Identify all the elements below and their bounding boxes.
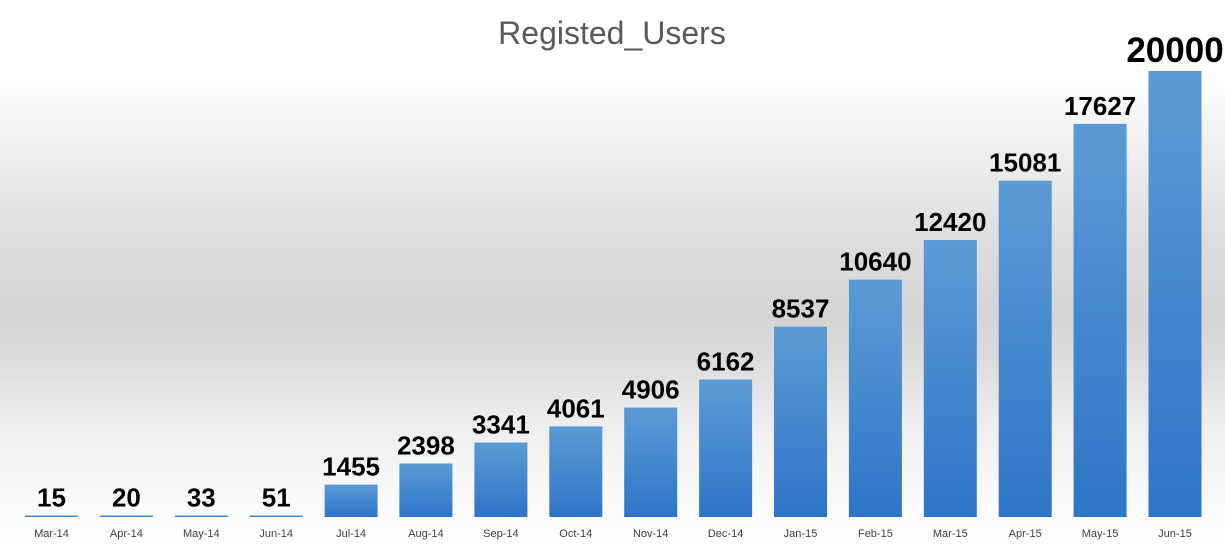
bar-jun-15 [1148, 71, 1202, 517]
data-label-jul-14: 1455 [322, 452, 380, 482]
x-tick-label-oct-14: Oct-14 [559, 528, 592, 540]
x-tick-label-jan-15: Jan-15 [784, 528, 818, 540]
data-label-apr-15: 15081 [989, 148, 1061, 178]
x-tick-label-feb-15: Feb-15 [858, 528, 893, 540]
bar-sep-14 [474, 442, 528, 517]
bar-apr-14 [99, 515, 153, 517]
x-tick-label-may-14: May-14 [183, 528, 220, 540]
data-label-oct-14: 4061 [547, 393, 605, 423]
x-tick-label-apr-14: Apr-14 [110, 528, 143, 540]
bar-oct-14 [549, 426, 603, 517]
data-label-jun-14: 51 [262, 483, 291, 513]
x-tick-label-nov-14: Nov-14 [633, 528, 668, 540]
bar-may-15 [1073, 123, 1127, 518]
bar-aug-14 [399, 463, 453, 517]
data-label-jan-15: 8537 [772, 294, 830, 324]
bar-nov-14 [624, 407, 678, 517]
x-axis-tick-labels: Mar-14 Apr-14 May-14 Jun-14 Jul-14 Aug-14 Sep-… [34, 528, 1192, 540]
data-label-may-15: 17627 [1064, 91, 1136, 121]
bar-jan-15 [774, 326, 827, 517]
bar-mar-14 [25, 515, 78, 517]
bar-jul-14 [324, 484, 378, 517]
bar-apr-15 [998, 180, 1052, 517]
x-tick-label-dec-14: Dec-14 [708, 528, 743, 540]
data-label-nov-14: 4906 [622, 375, 680, 405]
bars-layer [25, 71, 1202, 518]
bar-mar-15 [923, 240, 977, 517]
x-tick-label-mar-14: Mar-14 [34, 528, 69, 540]
bar-dec-14 [699, 379, 753, 517]
data-label-jun-15: 20000 [1126, 31, 1223, 70]
data-label-mar-15: 12420 [914, 207, 986, 237]
bar-jun-14 [249, 515, 303, 517]
bar-feb-15 [848, 279, 902, 517]
data-label-apr-14: 20 [112, 483, 141, 513]
data-label-aug-14: 2398 [397, 431, 455, 461]
x-tick-label-jun-15: Jun-15 [1158, 528, 1192, 540]
x-tick-label-may-15: May-15 [1082, 528, 1119, 540]
data-label-dec-14: 6162 [697, 347, 755, 377]
data-labels-layer: 15 20 33 51 1455 2398 3341 4061 4906 6162 8537 1064… [37, 31, 1224, 513]
data-label-feb-15: 10640 [839, 247, 911, 277]
data-label-sep-14: 3341 [472, 410, 530, 440]
x-tick-label-apr-15: Apr-15 [1009, 528, 1042, 540]
x-tick-label-jun-14: Jun-14 [259, 528, 293, 540]
x-tick-label-mar-15: Mar-15 [933, 528, 968, 540]
x-tick-label-sep-14: Sep-14 [483, 528, 518, 540]
bar-may-14 [174, 515, 228, 517]
x-tick-label-aug-14: Aug-14 [408, 528, 443, 540]
x-tick-label-jul-14: Jul-14 [336, 528, 366, 540]
data-label-mar-14: 15 [37, 483, 66, 513]
data-label-may-14: 33 [187, 483, 216, 513]
chart-title: Registed_Users [498, 15, 726, 51]
